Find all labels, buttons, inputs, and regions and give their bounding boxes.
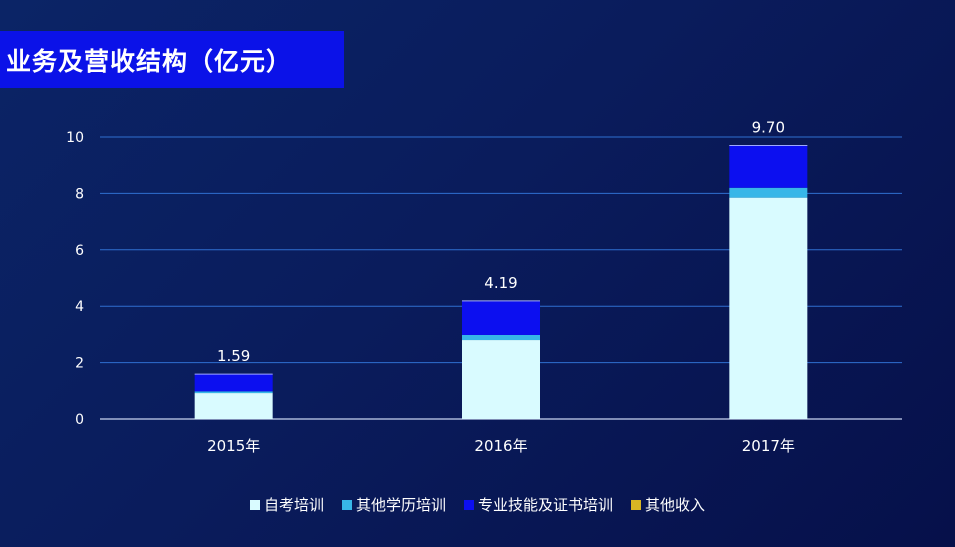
chart-title: 业务及营收结构（亿元）: [6, 46, 293, 76]
chart-title-box: 业务及营收结构（亿元）: [0, 31, 344, 88]
bar-segment: [729, 197, 808, 419]
y-tick-label: 4: [75, 299, 84, 315]
legend-swatch: [341, 499, 352, 510]
bar-segment: [462, 301, 540, 335]
legend-swatch: [464, 499, 474, 510]
y-tick-label: 0: [75, 412, 84, 428]
bar-total-label: 9.70: [752, 118, 785, 136]
legend-label: 其他学历培训: [355, 496, 446, 514]
bar-total-label: 4.19: [484, 274, 517, 292]
legend-item: 其他收入: [631, 494, 705, 515]
bar-segment: [462, 334, 540, 341]
bar-total-label: 1.59: [217, 347, 250, 365]
legend-label: 自考培训: [263, 496, 324, 514]
legend-swatch: [631, 499, 642, 510]
legend-swatch: [249, 499, 260, 510]
legend-item: 专业技能及证书培训: [464, 494, 613, 515]
legend-label: 其他收入: [645, 496, 706, 514]
y-tick-label: 8: [75, 186, 84, 202]
legend-item: 自考培训: [249, 494, 324, 515]
y-tick-label: 6: [75, 243, 84, 259]
bar-segment: [729, 145, 808, 188]
x-tick-label: 2017年: [742, 437, 795, 455]
x-tick-label: 2016年: [474, 437, 527, 455]
bar-segment: [194, 391, 273, 394]
x-tick-label: 2015年: [207, 437, 260, 455]
legend-item: 其他学历培训: [341, 494, 446, 515]
legend-label: 专业技能及证书培训: [478, 496, 614, 514]
bar-segment: [194, 374, 273, 392]
y-tick-label: 2: [75, 356, 84, 372]
y-tick-label: 10: [66, 130, 84, 146]
legend: 自考培训 其他学历培训 专业技能及证书培训 其他收入: [0, 494, 955, 515]
bar-segment: [462, 340, 540, 419]
bar-segment: [194, 393, 273, 419]
bar-segment: [729, 187, 808, 198]
